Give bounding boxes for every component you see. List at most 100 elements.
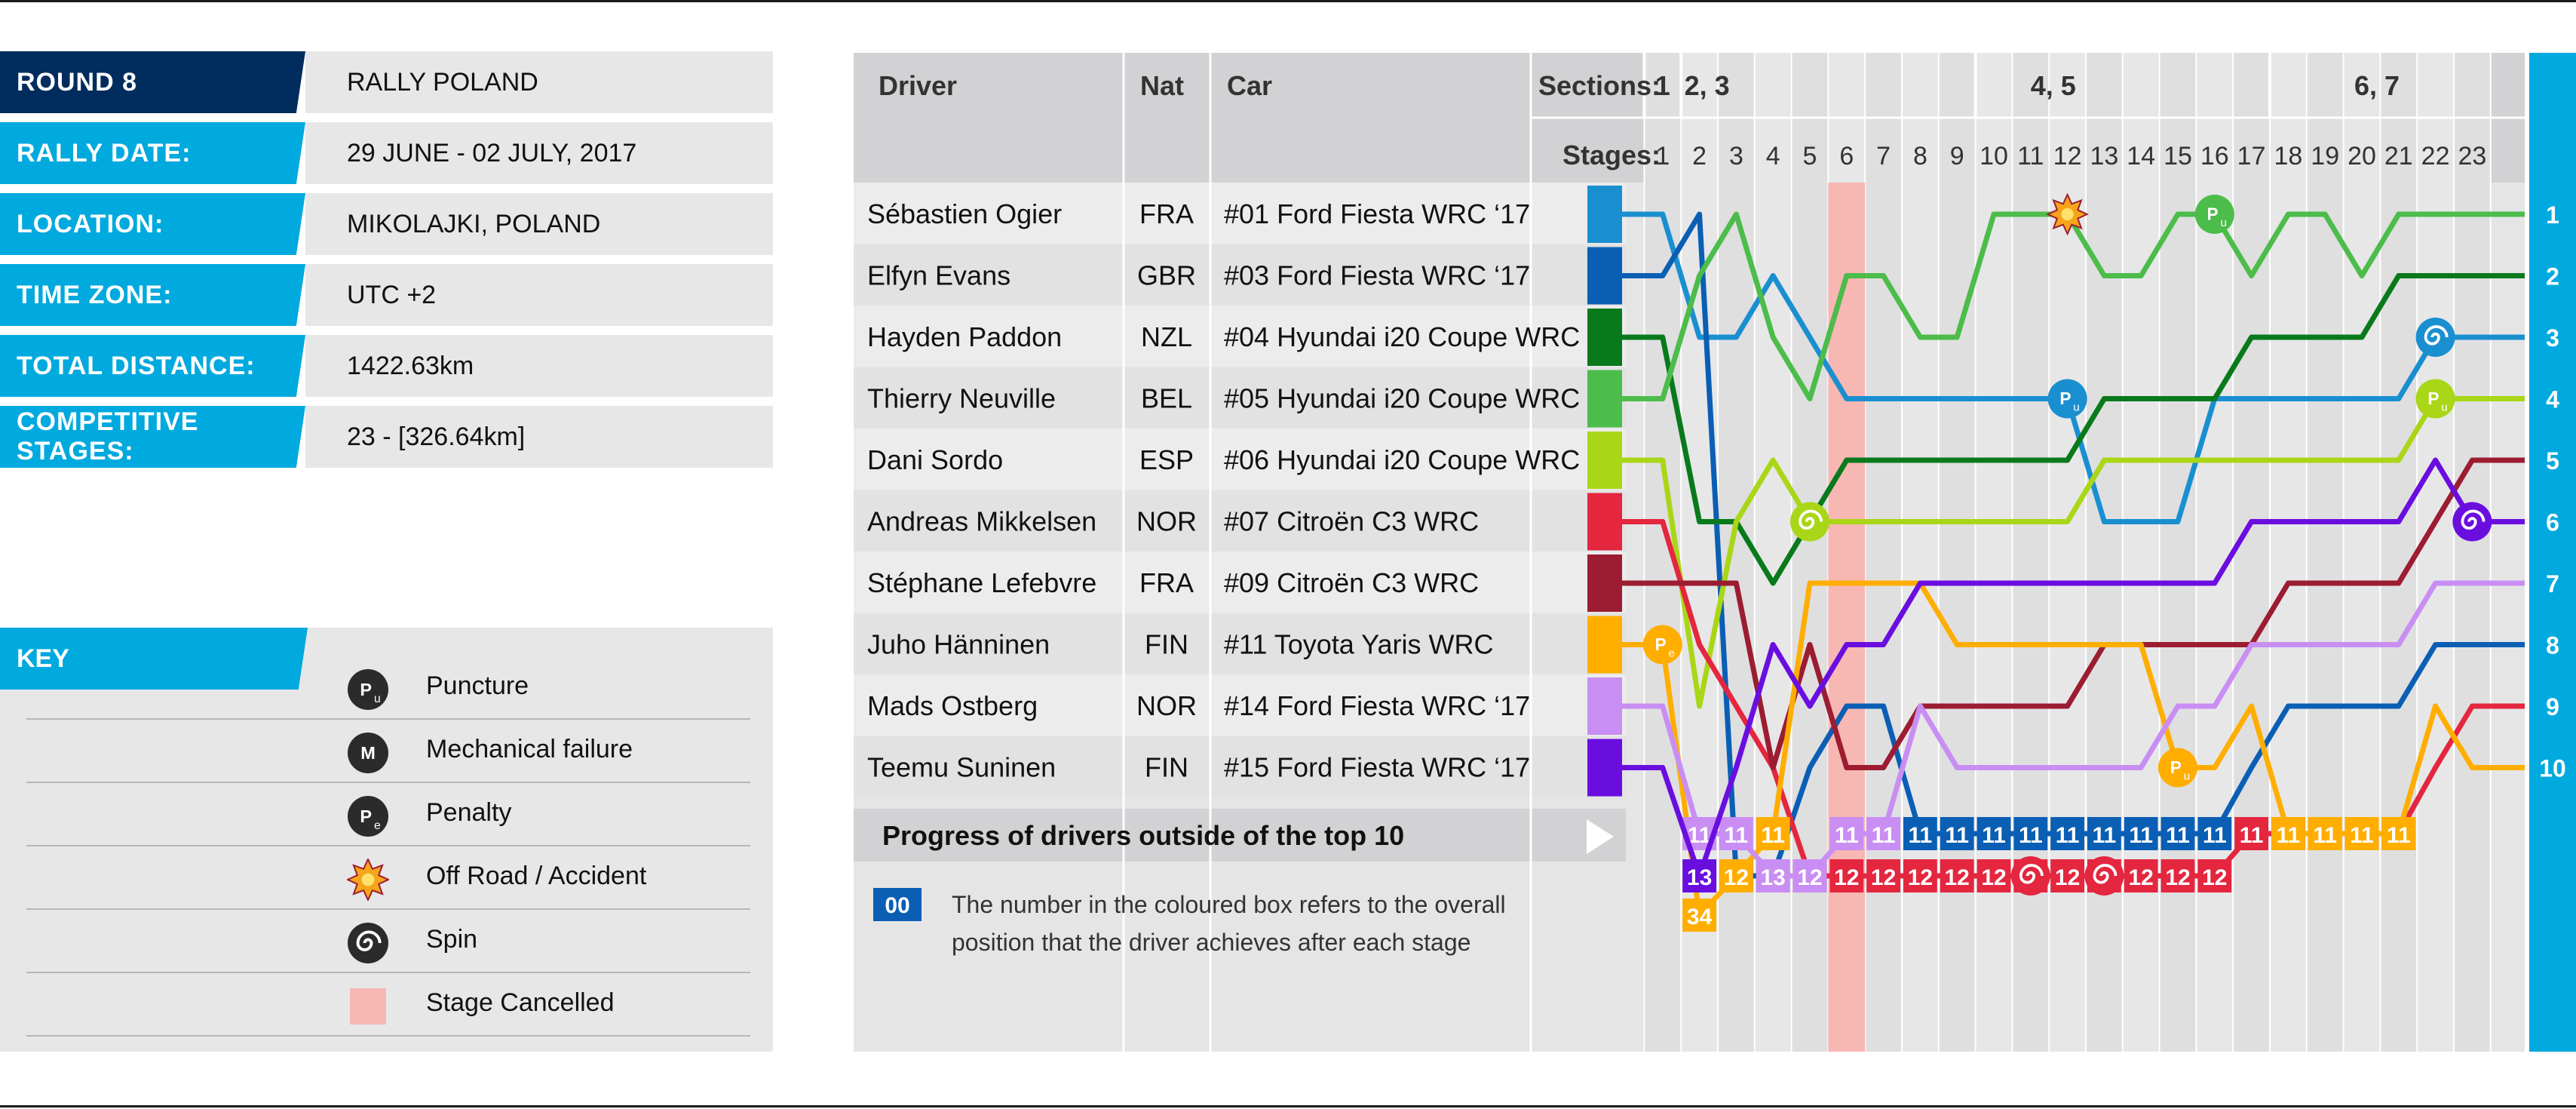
position-axis-label: 1 — [2546, 201, 2559, 229]
info-label: RALLY DATE: — [0, 122, 305, 184]
driver-row-bg — [854, 674, 1626, 736]
position-box-label: 11 — [2240, 823, 2264, 848]
driver-color-marker — [1587, 493, 1622, 551]
driver-name: Teemu Suninen — [867, 752, 1056, 783]
driver-row-bg — [854, 244, 1626, 306]
driver-car: #01 Ford Fiesta WRC ‘17 — [1224, 198, 1530, 229]
stages-header: Stages: — [1562, 140, 1661, 170]
driver-car: #06 Hyundai i20 Coupe WRC — [1224, 444, 1580, 475]
driver-color-marker — [1587, 309, 1622, 366]
stage-column — [1975, 53, 2013, 1052]
position-box-label: 11 — [1982, 823, 2006, 848]
info-label: COMPETITIVE STAGES: — [0, 406, 305, 468]
stage-column — [1754, 53, 1792, 1052]
driver-car: #11 Toyota Yaris WRC — [1224, 629, 1494, 660]
stage-column — [2454, 53, 2491, 1052]
position-axis-label: 7 — [2546, 570, 2559, 598]
info-value: UTC +2 — [305, 264, 773, 326]
stage-column — [1718, 53, 1755, 1052]
driver-car: #03 Ford Fiesta WRC ‘17 — [1224, 260, 1530, 291]
driver-nat: NOR — [1136, 690, 1197, 721]
position-box — [2050, 859, 2084, 892]
driver-nat: FRA — [1139, 567, 1194, 598]
info-label: TIME ZONE: — [0, 264, 305, 326]
sections-header: Sections: — [1538, 70, 1661, 101]
key-label: Spin — [426, 925, 478, 954]
position-box-label: 13 — [1687, 865, 1712, 890]
position-box-label: 11 — [2019, 823, 2043, 848]
spin-icon — [2415, 318, 2455, 357]
position-box-label: 12 — [1981, 865, 2006, 890]
spin-icon — [348, 923, 388, 963]
cancelled-icon — [350, 988, 386, 1025]
position-box-label: 11 — [1872, 823, 1896, 848]
position-box — [1719, 817, 1753, 850]
position-box-label: 12 — [2165, 865, 2190, 890]
position-box-label: 11 — [1835, 823, 1859, 848]
stage-column — [2012, 53, 2050, 1052]
stage-tick-label: 3 — [1729, 142, 1743, 170]
driver-color-marker — [1587, 247, 1622, 305]
svg-text:u: u — [2073, 401, 2079, 414]
stage-column — [2233, 53, 2270, 1052]
svg-text:P: P — [360, 680, 372, 699]
stage-tick-label: 2 — [1692, 142, 1707, 170]
position-box — [2234, 817, 2268, 850]
position-box-label: 11 — [2350, 823, 2374, 848]
key-panel — [0, 628, 773, 1052]
driver-name: Stéphane Lefebvre — [867, 567, 1096, 598]
position-box — [1903, 859, 1937, 892]
svg-text:P: P — [2170, 757, 2182, 777]
driver-nat: FRA — [1139, 198, 1194, 229]
position-box — [2160, 859, 2195, 892]
position-box — [1829, 859, 1864, 892]
stage-column — [1865, 53, 1902, 1052]
stage-column — [2159, 53, 2197, 1052]
driver-row-bg — [854, 736, 1626, 797]
svg-text:e: e — [374, 819, 381, 832]
driver-nat: NOR — [1136, 506, 1197, 537]
position-box-label: 11 — [2313, 823, 2337, 848]
svg-text:P: P — [2207, 204, 2219, 224]
position-box-label: 12 — [1834, 865, 1859, 890]
position-box — [2124, 817, 2158, 850]
driver-header: Driver — [879, 70, 957, 101]
driver-row-bg — [854, 429, 1626, 490]
stage-column — [2306, 53, 2344, 1052]
position-axis-label: 9 — [2546, 693, 2559, 720]
position-box-label: 12 — [1871, 865, 1896, 890]
position-box — [1829, 817, 1864, 850]
driver-row-bg — [854, 490, 1626, 551]
car-header: Car — [1227, 70, 1272, 101]
position-box-label: 12 — [1945, 865, 1970, 890]
info-value: 29 JUNE - 02 JULY, 2017 — [305, 122, 773, 184]
stage-tick-label: 1 — [1655, 142, 1670, 170]
position-axis-label: 4 — [2546, 386, 2559, 413]
stage-tick-label: 18 — [2274, 142, 2302, 170]
stage-column — [1902, 53, 1939, 1052]
position-box — [1866, 859, 1900, 892]
position-box-label: 12 — [1724, 865, 1749, 890]
position-box — [1976, 817, 2011, 850]
outside-top10-label: Progress of drivers outside of the top 1… — [882, 820, 1404, 851]
position-box — [1903, 817, 1937, 850]
info-label: TOTAL DISTANCE: — [0, 335, 305, 397]
driver-car: #09 Citroën C3 WRC — [1224, 567, 1479, 598]
top-rule — [0, 0, 2576, 2]
svg-text:P: P — [360, 806, 372, 826]
position-box — [2344, 817, 2379, 850]
position-box-label: 34 — [1687, 905, 1713, 929]
position-box-label: 11 — [2093, 823, 2117, 848]
svg-text:u: u — [2184, 770, 2190, 783]
note-box — [873, 888, 922, 921]
driver-color-marker — [1587, 739, 1622, 797]
stage-tick-label: 14 — [2127, 142, 2155, 170]
stage-tick-label: 21 — [2384, 142, 2413, 170]
svg-text:P: P — [2427, 389, 2439, 408]
position-axis-label: 10 — [2539, 755, 2566, 782]
driver-name: Elfyn Evans — [867, 260, 1010, 291]
